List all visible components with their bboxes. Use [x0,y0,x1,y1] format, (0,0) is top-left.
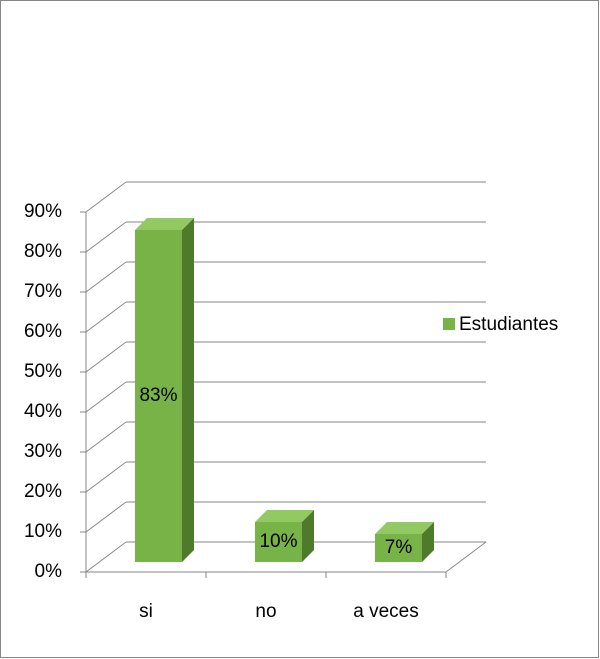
floor-edge [445,541,487,573]
bar [255,522,302,562]
bar-side [302,510,314,562]
grid-line [85,461,127,493]
x-tick-label: si [139,601,153,622]
y-tick-label: 40% [24,401,62,422]
grid-line [85,421,127,453]
grid-line [85,301,127,333]
y-tick-label: 80% [24,241,62,262]
grid-line [85,221,127,253]
grid-line [85,381,127,413]
bar [375,534,422,562]
data-label: 7% [385,537,413,558]
y-tick-label: 0% [35,561,63,582]
grid-line [85,501,127,533]
y-tick-label: 10% [24,521,62,542]
y-tick-label: 60% [24,321,62,342]
y-tick-label: 90% [24,201,62,222]
data-label: 10% [259,531,297,552]
bar [135,230,182,562]
y-tick-label: 70% [24,281,62,302]
grid-line [85,341,127,373]
y-tick-label: 30% [24,441,62,462]
grid-line [85,541,127,573]
x-tick-label: a veces [353,601,418,622]
bar-top [135,218,194,230]
bar-top [255,510,314,522]
legend-label: Estudiantes [459,314,558,335]
y-tick-label: 20% [24,481,62,502]
legend-swatch [443,318,455,330]
data-label: 83% [139,385,177,406]
bar-top [375,522,434,534]
grid-line [85,181,127,213]
bar-side [182,218,194,562]
grid-line [85,261,127,293]
y-tick-label: 50% [24,361,62,382]
bar-side [422,522,434,562]
x-tick-label: no [255,601,276,622]
